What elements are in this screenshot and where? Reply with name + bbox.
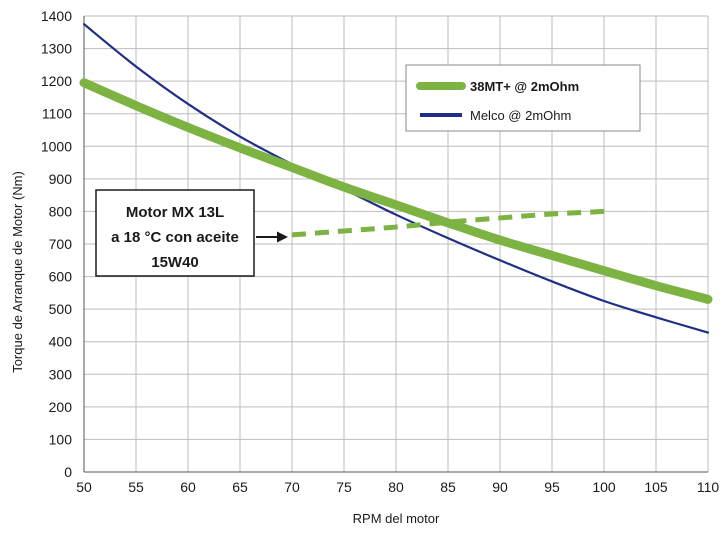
y-axis-title: Torque de Arranque de Motor (Nm) [10, 171, 25, 373]
y-tick-label: 700 [49, 236, 73, 252]
y-tick-label: 600 [49, 269, 73, 285]
x-tick-label: 65 [232, 479, 248, 495]
series-lines [79, 23, 713, 334]
annotation: Motor MX 13L a 18 °C con aceite 15W40 [95, 189, 288, 277]
series-melco-line [82, 23, 710, 334]
legend-label-38mt: 38MT+ @ 2mOhm [470, 79, 579, 94]
annotation-box [95, 189, 255, 277]
y-tick-label: 800 [49, 203, 73, 219]
y-tick-label: 1100 [42, 106, 72, 122]
x-axis-title: RPM del motor [353, 511, 440, 526]
annotation-line-1: Motor MX 13L [126, 204, 224, 221]
x-tick-label: 95 [544, 479, 560, 495]
y-tick-label: 0 [64, 464, 72, 480]
annotation-line-2: a 18 °C con aceite [111, 229, 239, 246]
y-tick-label: 200 [49, 399, 73, 415]
y-tick-label: 1400 [41, 8, 72, 24]
y-tick-label: 300 [49, 366, 73, 382]
x-tick-label: 105 [644, 479, 668, 495]
x-tick-label: 70 [284, 479, 300, 495]
x-tick-label: 60 [180, 479, 196, 495]
y-tick-label: 900 [49, 171, 73, 187]
axes [83, 16, 708, 473]
y-tick-label: 1000 [41, 138, 72, 154]
y-tick-label: 1300 [41, 41, 72, 57]
legend: 38MT+ @ 2mOhm Melco @ 2mOhm [405, 64, 641, 132]
x-tick-label: 55 [128, 479, 144, 495]
tick-labels: 50 55 60 65 70 75 80 85 90 95 100 105 11001002003004… [41, 8, 720, 495]
legend-label-melco: Melco @ 2mOhm [470, 108, 571, 123]
x-tick-label: 85 [440, 479, 456, 495]
x-tick-label: 110 [697, 479, 720, 495]
y-tick-label: 500 [49, 301, 73, 317]
x-tick-label: 80 [388, 479, 404, 495]
x-tick-label: 90 [492, 479, 508, 495]
legend-box [405, 64, 641, 132]
x-tick-label: 50 [76, 479, 92, 495]
y-tick-label: 100 [49, 431, 73, 447]
annotation-arrowhead [277, 231, 288, 243]
series-38mt-line [79, 78, 713, 304]
series-dashed-line [291, 208, 605, 238]
x-tick-label: 75 [336, 479, 352, 495]
x-tick-label: 100 [592, 479, 616, 495]
annotation-line-3: 15W40 [151, 254, 199, 271]
y-tick-label: 400 [49, 334, 73, 350]
y-tick-label: 1200 [41, 73, 72, 89]
